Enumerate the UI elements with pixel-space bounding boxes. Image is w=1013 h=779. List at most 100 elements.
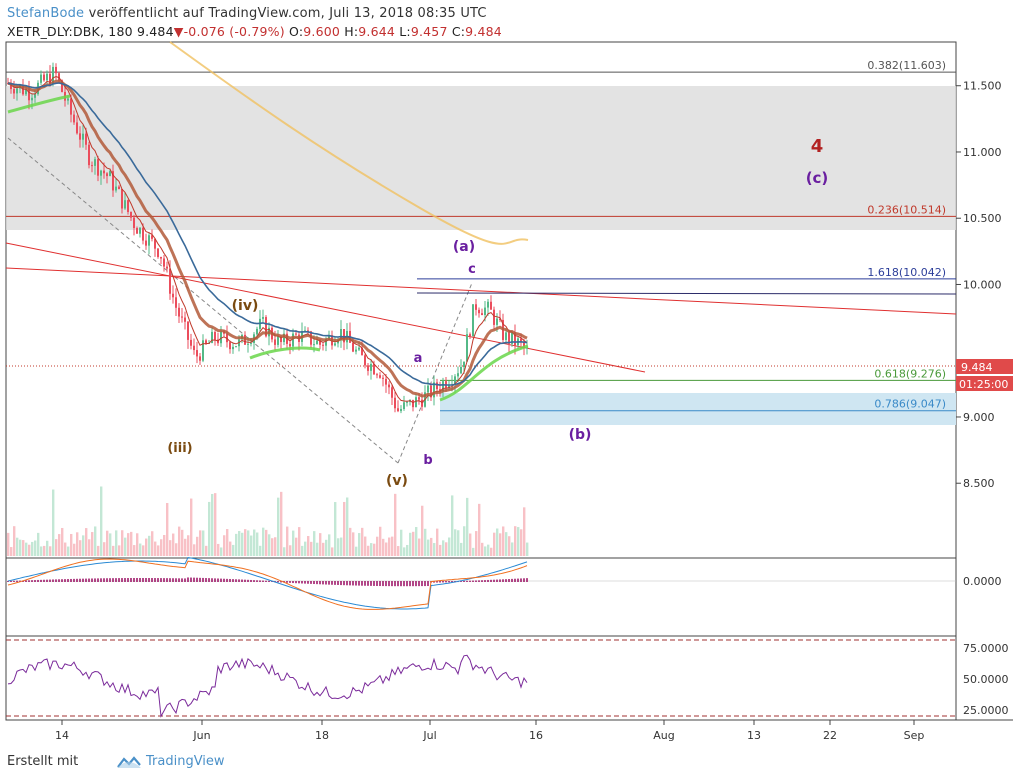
- macd-histogram-bar: [463, 580, 465, 582]
- candle-body: [82, 133, 84, 140]
- volume-bar: [52, 489, 55, 556]
- volume-bar: [82, 535, 85, 556]
- price-chart[interactable]: 0.382(11.603) 0.236(10.514) 1.618(10.042) 0…: [0, 40, 1013, 744]
- macd-histogram-bar: [376, 581, 378, 586]
- volume-bar: [364, 536, 367, 556]
- wave-label: b: [423, 453, 432, 468]
- candle-body: [151, 235, 153, 239]
- volume-bar: [406, 544, 409, 556]
- candle-body: [130, 211, 132, 218]
- low-value: 9.457: [410, 24, 448, 39]
- volume-bar: [274, 537, 277, 556]
- macd-histogram-bar: [442, 581, 444, 583]
- macd-histogram-bar: [181, 578, 183, 582]
- candle-body: [379, 375, 381, 378]
- macd-histogram-bar: [76, 578, 78, 582]
- candle-body: [328, 335, 330, 339]
- macd-histogram-bar: [175, 578, 177, 582]
- candle-body: [52, 66, 54, 85]
- volume-bar: [217, 543, 220, 556]
- candle-body: [490, 301, 492, 310]
- candle-body: [175, 297, 177, 308]
- volume-bar: [325, 539, 328, 556]
- volume-bar: [88, 539, 91, 556]
- macd-histogram-bar: [124, 578, 126, 582]
- volume-bar: [160, 539, 163, 556]
- macd-histogram-bar: [163, 578, 165, 582]
- candle-body: [355, 349, 357, 352]
- macd-histogram-bar: [85, 578, 87, 582]
- macd-histogram-bar: [262, 580, 264, 582]
- candle-body: [22, 85, 24, 95]
- volume-bar: [136, 533, 139, 556]
- macd-histogram-bar: [502, 579, 504, 582]
- elliott-wave-labels: 4 (c) (a) c (iv) a (b) (iii) b (v): [167, 136, 828, 489]
- candle-body: [511, 332, 513, 344]
- volume-bar: [79, 540, 82, 556]
- candle-body: [184, 317, 186, 322]
- macd-histogram-bar: [307, 581, 309, 584]
- volume-bar: [421, 505, 424, 556]
- candle-body: [394, 397, 396, 409]
- author-link[interactable]: StefanBode: [7, 6, 85, 21]
- volume-bar: [37, 532, 40, 556]
- macd-histogram-bar: [517, 578, 519, 582]
- volume-bar: [100, 486, 103, 556]
- macd-histogram-bar: [379, 581, 381, 587]
- volume-bar: [403, 547, 406, 556]
- macd-histogram-bar: [289, 581, 291, 583]
- candle-body: [475, 304, 477, 310]
- volume-bar: [250, 535, 253, 556]
- volume-bar: [115, 530, 118, 556]
- candle-body: [154, 238, 156, 249]
- candle-body: [106, 173, 108, 177]
- tradingview-logo-icon[interactable]: [116, 754, 142, 770]
- volume-bar: [49, 546, 52, 556]
- macd-histogram-bar: [433, 581, 435, 583]
- volume-bar: [361, 527, 364, 556]
- candle-body: [10, 83, 12, 90]
- macd-histogram-bar: [259, 580, 261, 582]
- time-tick-label: 18: [315, 729, 329, 742]
- volume-bar: [175, 543, 178, 556]
- tradingview-brand[interactable]: TradingView: [146, 754, 225, 769]
- candle-body: [487, 301, 489, 308]
- volume-bar: [373, 543, 376, 556]
- candle-body: [448, 385, 450, 388]
- rsi-tick-label: 50.0000: [963, 673, 1009, 686]
- price-tick-label: 11.000: [963, 146, 1002, 159]
- candle-body: [274, 339, 276, 345]
- volume-bar: [310, 541, 313, 556]
- chart-header: StefanBode veröffentlicht auf TradingVie…: [0, 0, 1013, 42]
- volume-bar: [130, 531, 133, 556]
- volume-bar: [139, 543, 142, 556]
- time-axis: 14 Jun 18 Jul 16 Aug 13 22 Sep: [55, 720, 924, 742]
- volume-bar: [409, 532, 412, 556]
- macd-histogram-bar: [367, 581, 369, 586]
- volume-bar: [28, 544, 31, 556]
- volume-bar: [265, 529, 268, 556]
- candle-body: [358, 347, 360, 350]
- volume-bar: [133, 545, 136, 556]
- macd-histogram-bar: [415, 581, 417, 587]
- down-arrow-icon: ▼: [173, 24, 184, 39]
- macd-histogram-bar: [388, 581, 390, 587]
- candle-body: [391, 387, 393, 398]
- candle-body: [214, 331, 216, 340]
- volume-bars: [7, 486, 529, 556]
- candle-body: [43, 74, 45, 81]
- volume-bar: [397, 546, 400, 556]
- volume-bar: [184, 538, 187, 556]
- macd-histogram-bar: [121, 578, 123, 582]
- candle-body: [232, 346, 234, 350]
- macd-histogram-bar: [460, 580, 462, 582]
- candle-body: [196, 350, 198, 357]
- macd-histogram-bar: [10, 580, 12, 582]
- candle-body: [388, 384, 390, 388]
- volume-bar: [328, 534, 331, 556]
- candle-body: [124, 200, 126, 209]
- fib-label: 0.786(9.047): [874, 398, 946, 411]
- candle-body: [523, 341, 525, 348]
- macd-histogram-bar: [316, 581, 318, 585]
- candle-body: [115, 186, 117, 191]
